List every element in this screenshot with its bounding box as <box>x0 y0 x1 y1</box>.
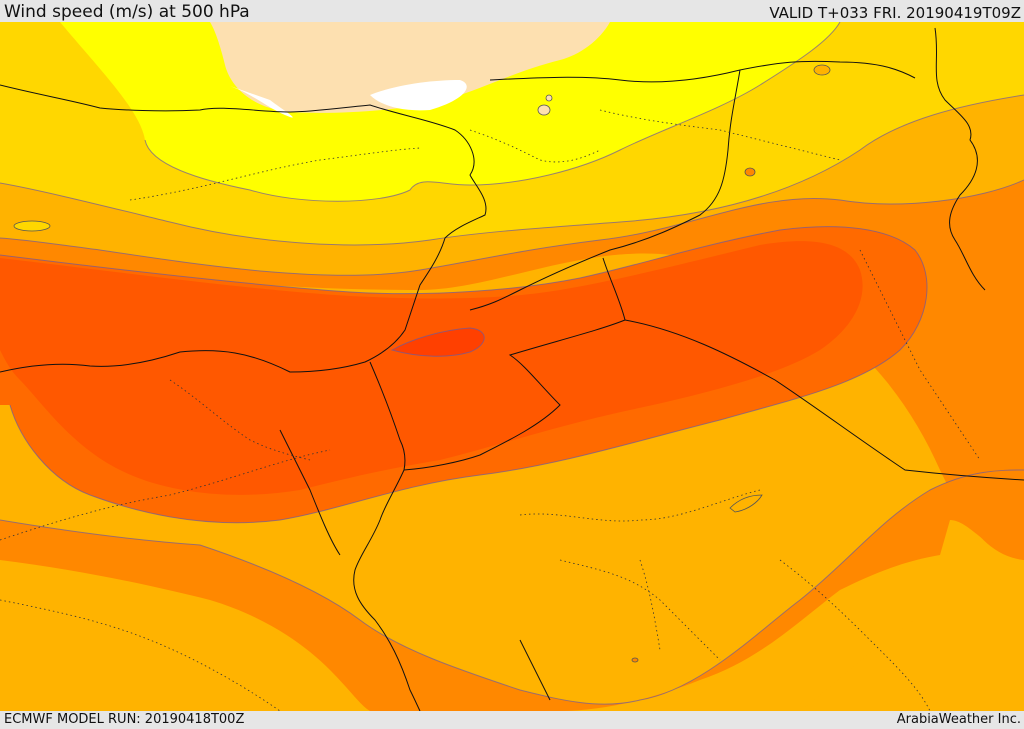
valid-time: VALID T+033 FRI. 20190419T09Z <box>769 4 1021 22</box>
band-white <box>230 80 467 118</box>
chart-title: Wind speed (m/s) at 500 hPa <box>4 2 250 22</box>
country-borders <box>0 27 1024 711</box>
wind-speed-map[interactable] <box>0 22 1024 711</box>
band-pale-orange <box>210 22 610 113</box>
footer-bar: ECMWF MODEL RUN: 20190418T00Z ArabiaWeat… <box>0 711 1024 729</box>
header-bar: Wind speed (m/s) at 500 hPa VALID T+033 … <box>0 0 1024 22</box>
band-gold-lower <box>0 560 1024 711</box>
province-borders <box>0 109 981 711</box>
model-run: ECMWF MODEL RUN: 20190418T00Z <box>4 712 245 727</box>
brand-credit: ArabiaWeather Inc. <box>896 712 1021 727</box>
islands <box>13 64 831 663</box>
band-deep-red <box>392 328 485 357</box>
band-red <box>0 241 863 495</box>
